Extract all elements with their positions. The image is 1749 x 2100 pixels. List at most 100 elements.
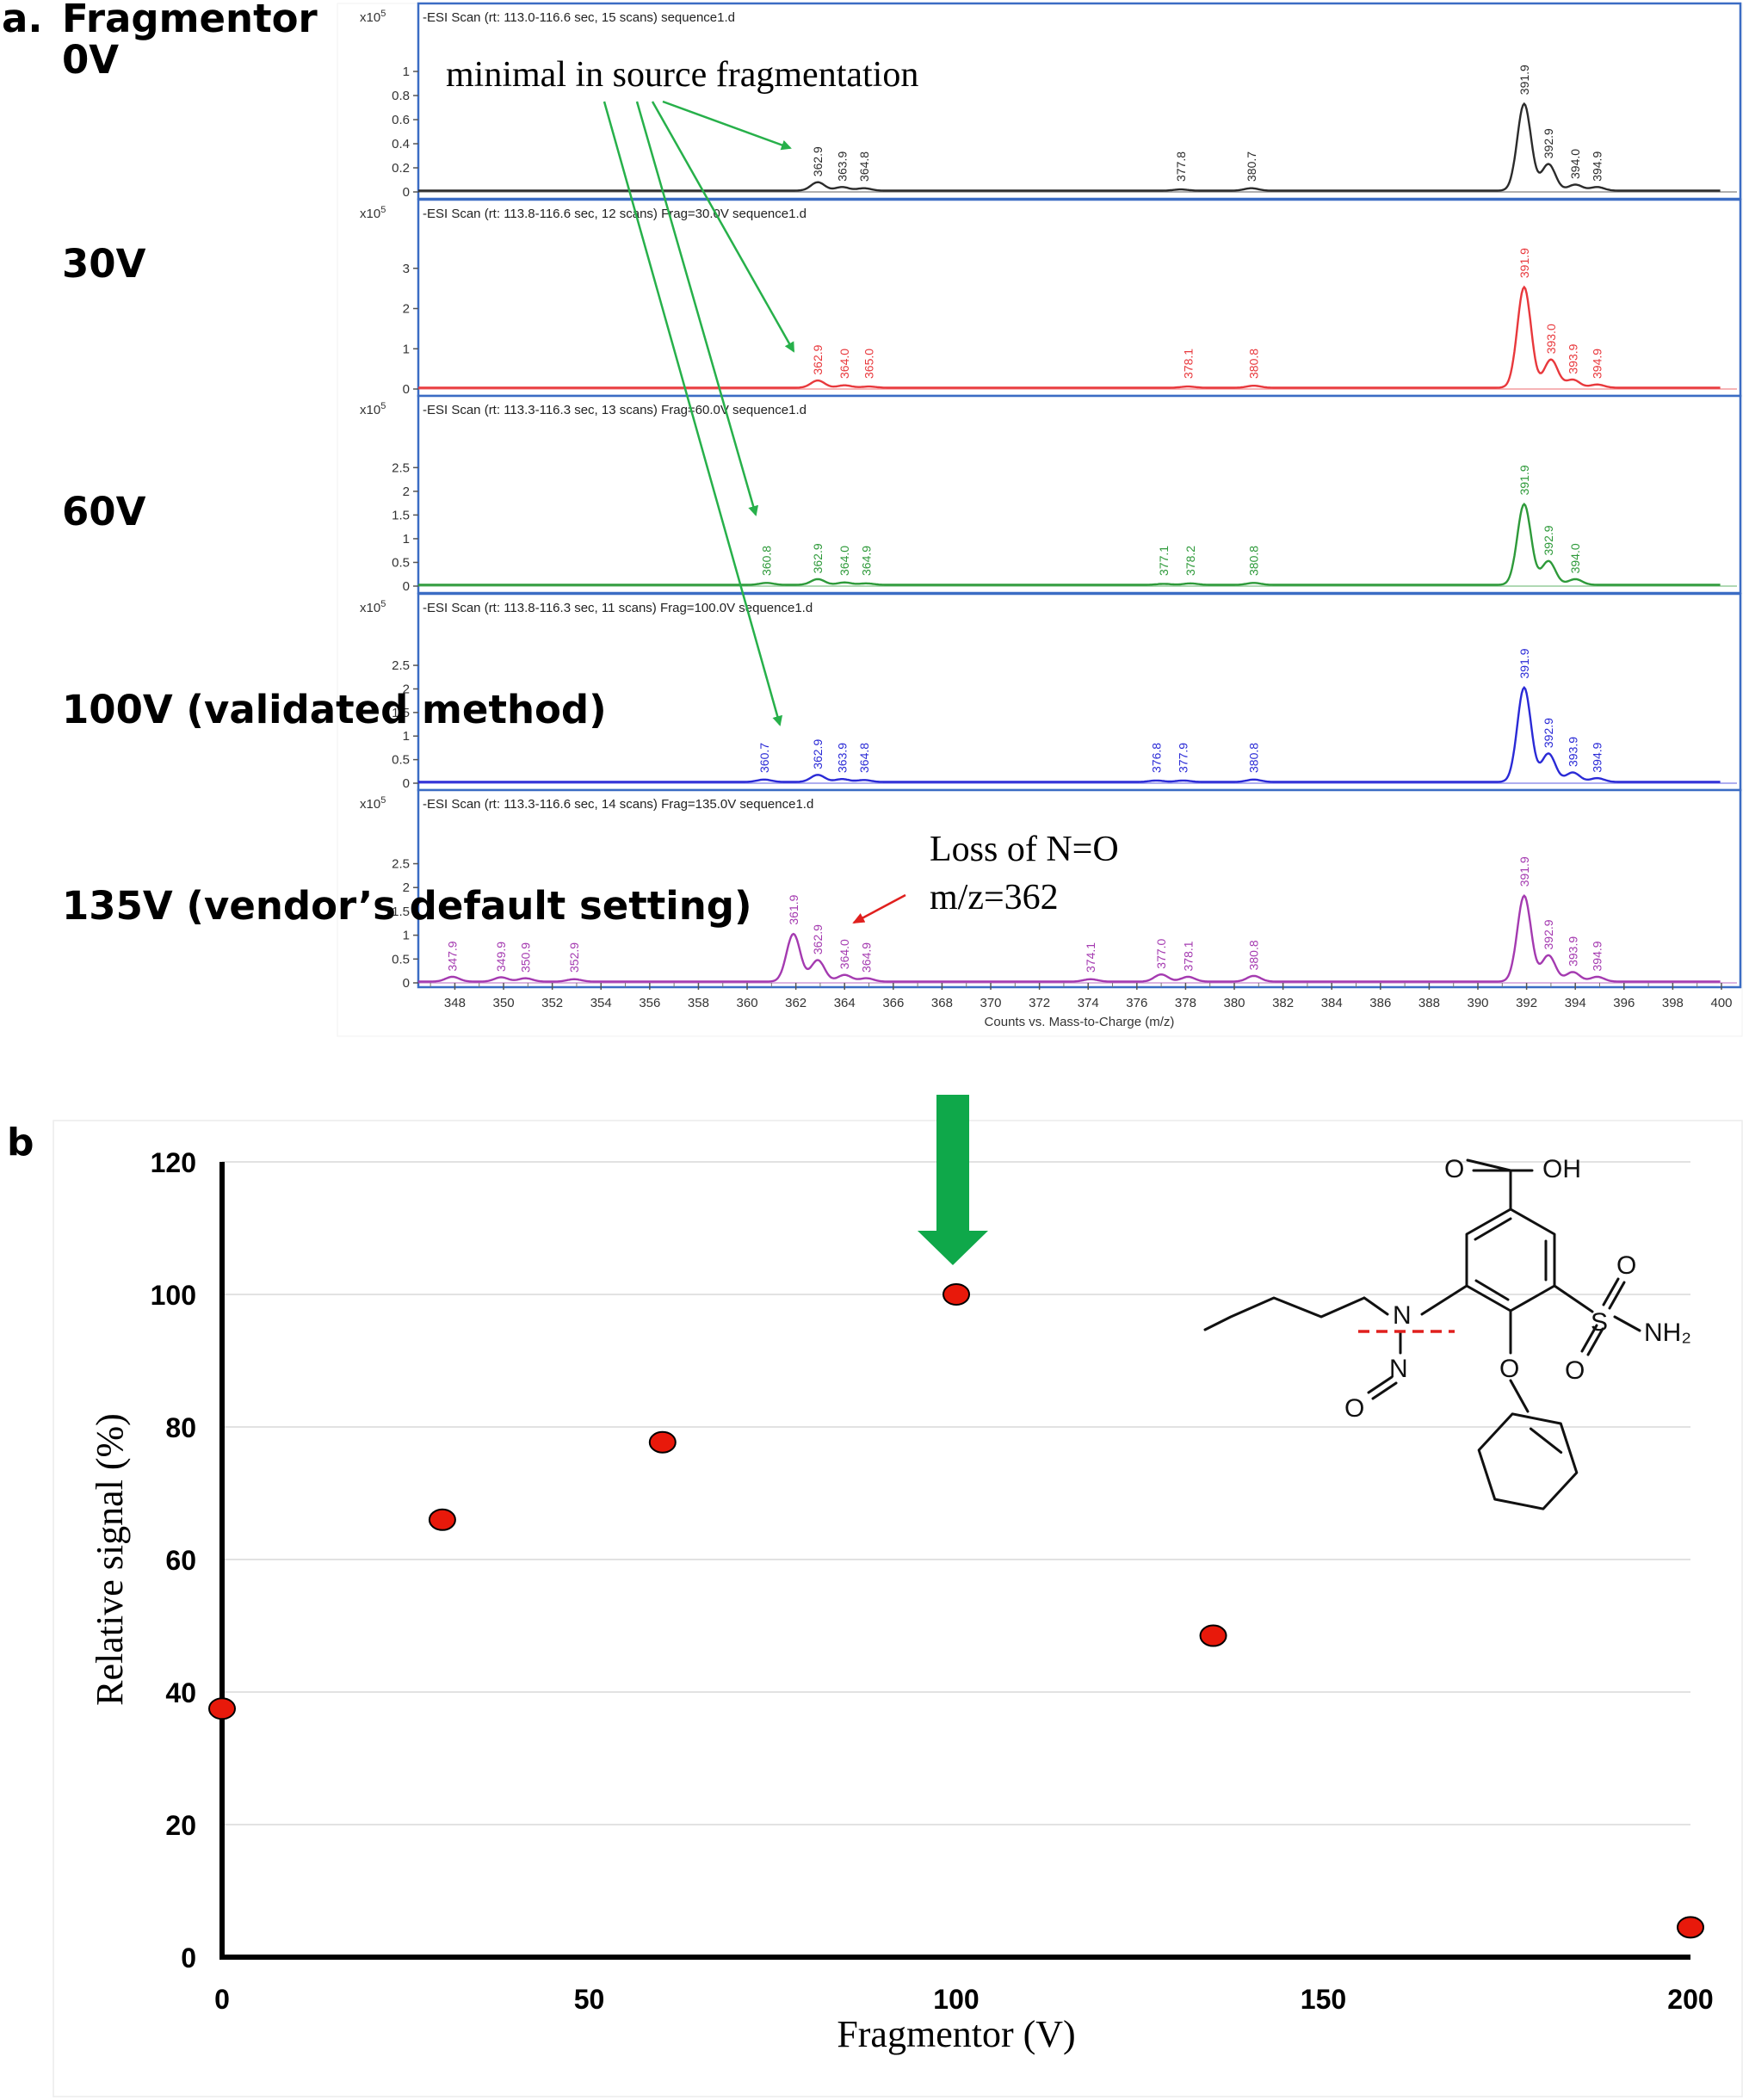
- y-tick-label: 1: [403, 342, 410, 356]
- peak-label: 380.8: [1247, 743, 1261, 773]
- x-tick-label: 370: [980, 996, 1002, 1010]
- arrow-loss-NO: [852, 893, 906, 924]
- x-tick-label: 396: [1613, 996, 1635, 1010]
- x-tick-label: 50: [574, 1984, 605, 2015]
- scan-header: -ESI Scan (rt: 113.0-116.6 sec, 15 scans…: [423, 10, 735, 25]
- peak-label: 378.1: [1181, 349, 1195, 379]
- spectrum-trace: [418, 285, 1721, 389]
- y-tick-label: 2: [403, 485, 410, 499]
- spectrum-135V: -ESI Scan (rt: 113.3-116.6 sec, 14 scans…: [360, 788, 1742, 991]
- y-axis-title: Relative signal (%): [89, 1413, 131, 1706]
- y-tick-label: 1: [403, 65, 410, 79]
- data-point: [428, 1508, 456, 1531]
- peak-label: 364.8: [857, 151, 871, 182]
- y-tick-label: 2: [403, 880, 410, 895]
- peak-label: 378.2: [1184, 546, 1197, 576]
- spectrum-60V: -ESI Scan (rt: 113.3-116.3 sec, 13 scans…: [360, 394, 1742, 595]
- spectrum-100V: -ESI Scan (rt: 113.8-116.3 sec, 11 scans…: [360, 592, 1742, 792]
- mass-spectra-panel: -ESI Scan (rt: 113.0-116.6 sec, 15 scans…: [337, 2, 1743, 1037]
- spectrum-trace: [418, 685, 1721, 783]
- arrow-to-30V: [651, 101, 795, 353]
- minimal-fragmentation-annotation: minimal in source fragmentation: [446, 55, 918, 95]
- peak-label: 364.0: [837, 939, 851, 969]
- x-tick-label: 398: [1662, 996, 1684, 1010]
- y-tick-label: 80: [165, 1412, 196, 1443]
- data-point: [208, 1697, 236, 1720]
- peak-label: 392.9: [1542, 919, 1555, 949]
- y-tick-label: 0: [403, 185, 410, 200]
- peak-label: 362.9: [811, 739, 825, 769]
- voltage-label-100V: 100V (validated method): [62, 687, 607, 732]
- y-tick-label: 3: [403, 262, 410, 276]
- peak-label: 347.9: [446, 941, 460, 971]
- fragmentor-heading: Fragmentor: [62, 0, 318, 41]
- peak-label: 362.9: [811, 344, 825, 374]
- x-tick-label: 390: [1467, 996, 1488, 1010]
- peak-label: 352.9: [567, 942, 581, 973]
- y-scale-label: x105: [360, 795, 386, 812]
- nitroso-o-label: O: [1344, 1394, 1364, 1423]
- peak-label: 391.9: [1517, 248, 1531, 278]
- panel-a-label: a.: [2, 0, 42, 41]
- y-tick-label: 0.5: [392, 555, 410, 570]
- arrow-to-0V: [662, 100, 792, 151]
- x-tick-label: 394: [1565, 996, 1586, 1010]
- x-tick-label: 400: [1710, 996, 1732, 1010]
- x-tick-label: 376: [1126, 996, 1147, 1010]
- x-tick-label: 368: [931, 996, 953, 1010]
- y-tick-label: 0.8: [392, 89, 410, 103]
- panel-b-label: b: [7, 1121, 34, 1164]
- y-tick-label: 0: [181, 1942, 196, 1973]
- x-tick-label: 378: [1175, 996, 1196, 1010]
- peak-label: 365.0: [862, 349, 876, 379]
- peak-label: 362.9: [811, 543, 825, 573]
- y-tick-label: 0.5: [392, 952, 410, 967]
- y-scale-label: x105: [360, 205, 386, 221]
- peak-label: 376.8: [1150, 743, 1164, 773]
- x-tick-label: 348: [444, 996, 466, 1010]
- y-tick-label: 0.4: [392, 137, 410, 151]
- peak-label: 349.9: [494, 942, 508, 972]
- nitroso-n-label: N: [1389, 1355, 1408, 1383]
- spectrum-frame: [417, 2, 1742, 201]
- y-tick-label: 2: [403, 682, 410, 696]
- peak-label: 391.9: [1517, 648, 1531, 678]
- sulfonyl-o-bottom-label: O: [1565, 1356, 1585, 1385]
- y-tick-label: 1.5: [392, 508, 410, 522]
- y-tick-label: 20: [165, 1810, 196, 1841]
- peak-label: 364.0: [837, 546, 851, 576]
- peak-label: 394.9: [1591, 151, 1604, 182]
- spectrum-trace: [418, 894, 1721, 983]
- spectrum-frame: [417, 788, 1742, 989]
- sulfonyl-o-top-label: O: [1616, 1251, 1636, 1280]
- data-point: [1677, 1916, 1704, 1939]
- x-axis-title: Fragmentor (V): [837, 2013, 1075, 2055]
- spectrum-30V: -ESI Scan (rt: 113.8-116.6 sec, 12 scans…: [360, 198, 1742, 398]
- x-tick-label: 384: [1321, 996, 1343, 1010]
- spectrum-frame: [417, 198, 1742, 398]
- peak-label: 364.9: [860, 546, 874, 576]
- peak-label: 364.0: [837, 349, 851, 379]
- x-axis-title: Counts vs. Mass-to-Charge (m/z): [985, 1015, 1175, 1029]
- peak-label: 377.8: [1174, 151, 1188, 182]
- mz-x-axis: 348 350 352 354 356 358 360 362 364 366 368 370 372 3…: [430, 983, 1733, 1029]
- scan-header: -ESI Scan (rt: 113.8-116.6 sec, 12 scans…: [423, 207, 807, 221]
- peak-label: 362.9: [811, 924, 825, 954]
- x-tick-label: 382: [1272, 996, 1294, 1010]
- peak-label: 362.9: [811, 146, 825, 176]
- x-tick-label: 372: [1029, 996, 1050, 1010]
- annotation-arrows: [603, 100, 906, 924]
- scan-header: -ESI Scan (rt: 113.8-116.3 sec, 11 scans…: [423, 601, 813, 615]
- amine-n-label: N: [1393, 1301, 1412, 1330]
- peak-label: 361.9: [787, 894, 800, 924]
- arrow-to-100V: [603, 101, 783, 726]
- ether-o-label: O: [1499, 1355, 1519, 1383]
- y-tick-label: 1.5: [392, 905, 410, 919]
- scan-header: -ESI Scan (rt: 113.3-116.3 sec, 13 scans…: [423, 403, 807, 417]
- x-tick-label: 380: [1224, 996, 1245, 1010]
- peak-label: 364.8: [857, 743, 871, 773]
- peak-label: 380.8: [1247, 349, 1261, 379]
- spectrum-trace: [418, 102, 1721, 192]
- x-tick-label: 352: [541, 996, 563, 1010]
- x-tick-label: 374: [1078, 996, 1099, 1010]
